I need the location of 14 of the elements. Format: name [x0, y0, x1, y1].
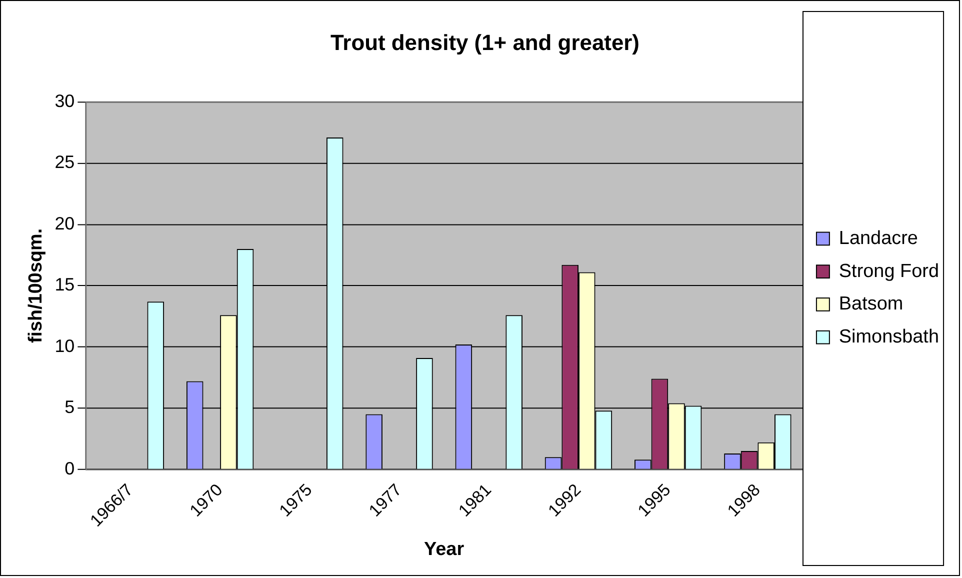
chart-title: Trout density (1+ and greater) [330, 30, 640, 56]
x-axis-title: Year [424, 538, 465, 560]
y-tick-label: 20 [54, 213, 75, 234]
y-tick-label: 10 [54, 336, 75, 356]
y-tick-label: 0 [64, 458, 75, 478]
legend-label: Strong Ford [838, 260, 939, 282]
legend-label: Simonsbath [838, 326, 939, 348]
legend-label: Landacre [838, 228, 918, 249]
y-tick-label: 5 [64, 397, 75, 418]
y-tick-label: 15 [54, 274, 75, 295]
legend-label: Batsom [838, 294, 904, 315]
y-tick-label: 25 [54, 152, 75, 172]
y-tick-label: 30 [54, 91, 75, 111]
y-axis-title: fish/100sqm. [26, 228, 47, 344]
